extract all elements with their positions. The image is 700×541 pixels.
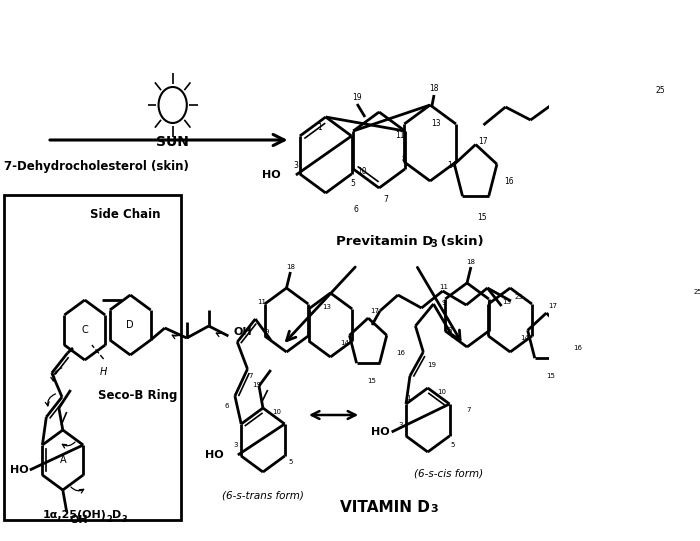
Text: D: D (127, 320, 134, 330)
Text: HO: HO (10, 465, 28, 475)
Text: 7: 7 (248, 373, 253, 379)
Text: 3: 3 (293, 161, 298, 169)
Text: 7: 7 (466, 407, 471, 413)
Text: 8: 8 (447, 327, 452, 333)
Text: 5: 5 (288, 459, 293, 465)
Text: (6-s-trans form): (6-s-trans form) (222, 490, 304, 500)
Text: 11: 11 (257, 299, 266, 305)
Bar (4, 195, 181, 520)
Text: 14: 14 (340, 340, 349, 346)
Text: OH: OH (69, 515, 88, 525)
Text: 10: 10 (272, 409, 281, 415)
Text: 16: 16 (397, 350, 405, 356)
Text: 9: 9 (265, 329, 269, 335)
Text: (skin): (skin) (435, 235, 483, 248)
Text: 3: 3 (233, 442, 238, 448)
Text: 10: 10 (357, 168, 367, 176)
Text: 25: 25 (515, 294, 524, 300)
Text: 11: 11 (395, 130, 405, 140)
Text: 8: 8 (402, 155, 407, 164)
Text: 13: 13 (322, 304, 331, 310)
Text: 5: 5 (451, 442, 455, 448)
Text: 16: 16 (573, 345, 582, 351)
Text: OH: OH (233, 327, 252, 337)
Text: 15: 15 (477, 213, 486, 221)
Text: 1: 1 (317, 122, 322, 131)
Text: 11: 11 (439, 284, 448, 290)
Text: 25: 25 (655, 86, 665, 95)
Text: 7: 7 (383, 195, 388, 204)
Text: 13: 13 (502, 299, 511, 305)
Text: 15: 15 (368, 378, 377, 384)
Text: 17: 17 (370, 308, 379, 314)
Text: HO: HO (372, 427, 390, 437)
Text: D: D (112, 510, 122, 520)
Text: 3: 3 (398, 422, 402, 428)
Text: HO: HO (262, 170, 280, 180)
Text: (6-s-cis form): (6-s-cis form) (414, 468, 484, 478)
Text: 19: 19 (427, 362, 436, 368)
Text: HO: HO (205, 450, 224, 460)
Text: 3: 3 (430, 504, 438, 514)
Text: 19: 19 (252, 382, 261, 388)
Text: 15: 15 (546, 373, 554, 379)
Text: SUN: SUN (156, 135, 189, 149)
Text: 14: 14 (520, 335, 528, 341)
Text: H: H (100, 367, 107, 377)
Text: 17: 17 (479, 136, 489, 146)
Text: 6: 6 (353, 206, 358, 214)
Text: 18: 18 (429, 84, 439, 93)
Text: 10: 10 (438, 389, 447, 395)
Text: 14: 14 (447, 161, 457, 169)
Text: C: C (81, 325, 88, 335)
Text: 1: 1 (406, 395, 410, 401)
Text: 6: 6 (225, 403, 230, 409)
Text: 16: 16 (504, 176, 513, 186)
Text: 1α,25(OH): 1α,25(OH) (43, 510, 107, 520)
Text: 17: 17 (548, 303, 557, 309)
Text: 3: 3 (430, 239, 437, 249)
Text: 19: 19 (352, 93, 362, 102)
Text: Previtamin D: Previtamin D (336, 235, 433, 248)
Text: 7-Dehydrocholesterol (skin): 7-Dehydrocholesterol (skin) (4, 160, 189, 173)
Text: 18: 18 (286, 264, 295, 270)
Text: A: A (60, 455, 66, 465)
Text: 13: 13 (432, 118, 441, 128)
Text: 2: 2 (106, 515, 112, 524)
Text: 18: 18 (466, 259, 475, 265)
Text: 3: 3 (122, 515, 127, 524)
Text: 5: 5 (351, 179, 356, 188)
Text: Seco-B Ring: Seco-B Ring (98, 388, 177, 401)
Text: VITAMIN D: VITAMIN D (340, 500, 430, 515)
Text: 9: 9 (441, 300, 446, 306)
Text: Side Chain: Side Chain (90, 208, 161, 221)
Text: 25: 25 (693, 289, 700, 295)
